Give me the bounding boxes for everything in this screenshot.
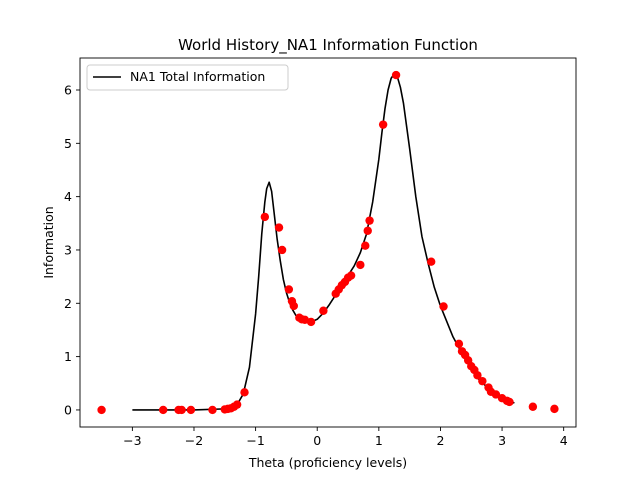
plot-area: −3 −2 −1 0 1 2 3 4 0 1 2 3 4 5 6 xyxy=(64,57,577,448)
data-point xyxy=(391,70,401,80)
data-point xyxy=(365,216,374,225)
data-point xyxy=(454,339,464,349)
x-tick-label: 0 xyxy=(313,433,321,448)
data-point xyxy=(478,376,487,386)
data-point xyxy=(346,271,356,280)
data-point xyxy=(277,245,287,255)
data-point xyxy=(208,405,217,415)
y-tick-label: 1 xyxy=(64,349,72,364)
data-point xyxy=(439,302,448,311)
data-point xyxy=(232,400,242,409)
y-tick-label: 4 xyxy=(64,189,72,204)
data-point xyxy=(186,405,196,415)
x-tick-label: 1 xyxy=(375,433,383,448)
legend-frame xyxy=(86,64,289,91)
data-point xyxy=(177,405,186,415)
data-point xyxy=(274,223,284,232)
data-point xyxy=(427,257,436,266)
y-tick-label: 2 xyxy=(64,296,72,311)
x-axis-title: Theta (proficiency levels) xyxy=(248,455,407,470)
data-point xyxy=(356,260,365,270)
x-axis: −3 −2 −1 0 1 2 3 4 xyxy=(123,427,568,448)
data-point xyxy=(363,226,372,235)
y-tick-label: 3 xyxy=(64,242,72,257)
x-tick-label: 4 xyxy=(560,433,568,448)
data-point xyxy=(505,397,514,407)
data-point xyxy=(528,402,538,411)
point-layer xyxy=(97,70,559,415)
data-point xyxy=(550,404,559,414)
data-point xyxy=(491,390,501,399)
y-tick-label: 6 xyxy=(64,82,72,97)
y-tick-label: 0 xyxy=(64,402,72,417)
legend: NA1 Total Information xyxy=(86,64,289,91)
y-axis-title: Information xyxy=(41,206,56,278)
data-point xyxy=(473,371,482,380)
data-point xyxy=(240,388,249,397)
data-point xyxy=(378,120,388,129)
data-point xyxy=(97,405,106,415)
data-point xyxy=(306,317,316,327)
data-point xyxy=(158,405,168,415)
legend-label: NA1 Total Information xyxy=(130,69,265,84)
y-axis: 0 1 2 3 4 5 6 xyxy=(64,82,80,417)
data-point xyxy=(361,241,370,250)
y-tick-label: 5 xyxy=(64,136,72,151)
x-tick-label: 2 xyxy=(436,433,444,448)
data-point xyxy=(289,301,298,311)
x-tick-label: −3 xyxy=(123,433,141,448)
chart-title: World History_NA1 Information Function xyxy=(178,36,478,55)
data-point xyxy=(284,285,294,294)
x-tick-label: −1 xyxy=(246,433,264,448)
x-tick-label: −2 xyxy=(185,433,203,448)
data-point xyxy=(260,212,270,222)
x-tick-label: 3 xyxy=(498,433,506,448)
plot-frame xyxy=(79,57,577,428)
data-point xyxy=(319,306,328,315)
